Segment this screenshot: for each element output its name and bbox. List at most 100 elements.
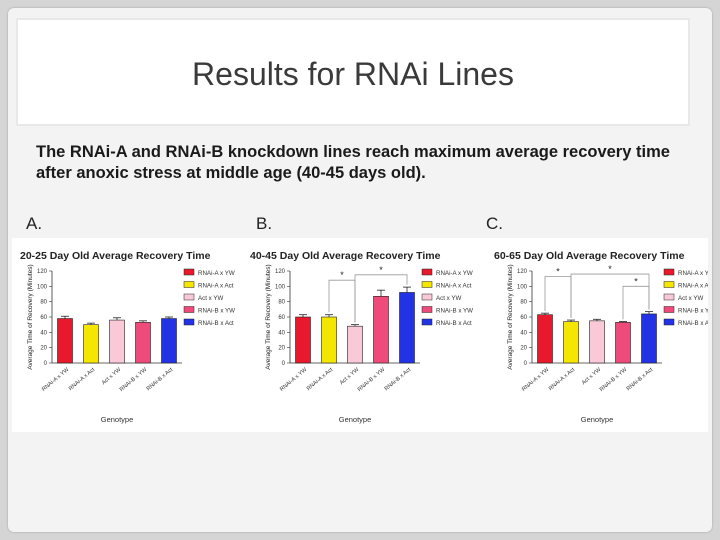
significance-star: * [634, 276, 638, 286]
bar [295, 316, 311, 364]
y-tick-label: 80 [278, 300, 285, 306]
significance-bracket [622, 285, 650, 320]
legend-swatch [183, 318, 195, 326]
legend-label: RNAi-A x Act [678, 283, 708, 290]
legend-label: RNAi-A x Act [436, 283, 472, 290]
charts-svg: 20-25 Day Old Average Recovery Time Avera… [20, 250, 715, 424]
x-tick-label: Act x YW [581, 366, 603, 386]
y-tick-label: 100 [275, 284, 286, 290]
x-tick-label: RNAi-A x Act [548, 367, 577, 392]
significance-star: * [340, 270, 344, 280]
y-tick-label: 100 [37, 284, 48, 290]
significance-bracket [328, 279, 356, 323]
legend-label: RNAi-A x Act [198, 283, 234, 290]
y-tick-label: 60 [278, 315, 285, 321]
panel-label-a: A. [26, 214, 43, 233]
x-axis-label: Genotype [339, 415, 372, 424]
y-tick-label: 60 [40, 315, 47, 321]
chart-3: 60-65 Day Old Average Recovery Time Avera… [494, 250, 715, 424]
significance-bracket [544, 275, 572, 318]
legend-swatch [663, 293, 675, 301]
legend-label: Act x YW [678, 295, 703, 302]
bar [135, 322, 151, 364]
x-tick-label: RNAi-B x Act [146, 367, 175, 393]
legend-swatch [183, 268, 195, 276]
legend-label: RNAi-B x Act [198, 320, 234, 327]
y-tick-label: 20 [520, 346, 527, 352]
legend-swatch [663, 268, 675, 276]
slide-title: Results for RNAi Lines [192, 56, 514, 92]
x-axis-label: Genotype [581, 415, 614, 424]
legend-swatch [421, 306, 433, 313]
legend-label: RNAi-B x YW [198, 308, 235, 315]
chart-title: 20-25 Day Old Average Recovery Time [20, 250, 211, 262]
legend-swatch [421, 318, 433, 326]
bar [161, 318, 177, 364]
significance-star: * [556, 266, 560, 276]
bar [399, 292, 415, 364]
bar [563, 321, 579, 364]
bar [83, 324, 99, 364]
legend-swatch [663, 318, 675, 326]
bar [615, 322, 631, 364]
chart-title: 40-45 Day Old Average Recovery Time [250, 250, 441, 262]
chart-1: 20-25 Day Old Average Recovery Time Avera… [20, 250, 235, 424]
y-tick-label: 40 [40, 330, 47, 336]
x-tick-label: RNAi-B x Act [626, 367, 655, 393]
bar [373, 295, 389, 364]
legend-swatch [183, 306, 195, 313]
y-axis-label: Average Time of Recovery (Minutes) [265, 264, 272, 369]
bar [57, 318, 73, 364]
slide-subtitle: The RNAi-A and RNAi-B knockdown lines re… [36, 143, 670, 182]
panel-label-c: C. [486, 214, 503, 233]
legend-label: RNAi-B x Act [436, 320, 472, 327]
y-tick-label: 80 [40, 300, 47, 306]
y-tick-label: 120 [275, 269, 286, 275]
y-tick-label: 100 [517, 284, 528, 290]
y-axis-label: Average Time of Recovery (Minutes) [27, 264, 34, 369]
bar [589, 320, 605, 364]
legend-swatch [183, 293, 195, 301]
y-tick-label: 20 [40, 346, 47, 352]
y-axis-label: Average Time of Recovery (Minutes) [507, 264, 514, 369]
legend-swatch [663, 306, 675, 313]
y-tick-label: 0 [44, 361, 48, 367]
legend-swatch [663, 281, 675, 288]
x-tick-label: RNAi-B x YW [357, 366, 387, 393]
significance-star: * [608, 264, 612, 274]
y-tick-label: 80 [520, 300, 527, 306]
bar [109, 319, 125, 364]
x-tick-label: RNAi-B x YW [119, 366, 149, 393]
legend-swatch [421, 268, 433, 276]
chart-2: 40-45 Day Old Average Recovery Time Avera… [250, 250, 473, 424]
legend-label: RNAi-B x Act [678, 320, 708, 327]
y-tick-label: 0 [524, 361, 528, 367]
legend-swatch [421, 293, 433, 301]
x-tick-label: RNAi-A x Act [306, 367, 335, 392]
y-tick-label: 40 [520, 330, 527, 336]
legend-label: Act x YW [198, 295, 223, 302]
figure-panel: 20-25 Day Old Average Recovery Time Avera… [12, 238, 715, 432]
bar [641, 313, 657, 364]
x-tick-label: Act x YW [339, 366, 361, 386]
x-tick-label: RNAi-B x Act [384, 367, 413, 393]
x-tick-label: RNAi-B x YW [599, 366, 629, 393]
significance-star: * [379, 265, 383, 275]
legend-label: RNAi-B x YW [678, 308, 708, 315]
x-tick-label: RNAi-A x YW [41, 366, 71, 392]
x-tick-label: RNAi-A x YW [521, 366, 551, 392]
y-tick-label: 40 [278, 330, 285, 336]
legend-label: RNAi-A x YW [198, 270, 235, 277]
legend-swatch [183, 281, 195, 288]
bar [537, 314, 553, 364]
legend-label: RNAi-B x YW [436, 308, 473, 315]
x-tick-label: RNAi-A x YW [279, 366, 309, 392]
y-tick-label: 120 [517, 269, 528, 275]
legend-label: RNAi-A x Yw [678, 270, 708, 277]
bar [321, 316, 337, 364]
y-tick-label: 20 [278, 346, 285, 352]
legend-label: Act x YW [436, 295, 461, 302]
x-tick-label: Act x YW [101, 366, 123, 386]
x-tick-label: RNAi-A x Act [68, 367, 97, 392]
legend-label: RNAi-A x YW [436, 270, 473, 277]
